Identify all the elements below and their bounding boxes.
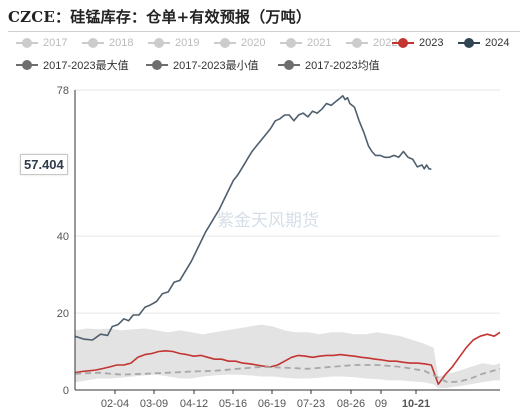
range-band-area <box>75 324 500 389</box>
legend-marker-icon <box>146 59 168 71</box>
x-tick-label: 02-04 <box>101 398 129 410</box>
x-tick-label: 05-16 <box>219 398 247 410</box>
x-tick-label: 07-23 <box>297 398 325 410</box>
legend-item-2018[interactable]: 2018 <box>82 37 133 49</box>
series-line-2017-2023均值 <box>74 364 501 384</box>
y-tick-label: 0 <box>63 385 69 397</box>
x-tick-label: 08-26 <box>337 398 365 410</box>
legend-label: 2017-2023最大值 <box>43 60 129 72</box>
legend-marker-icon <box>278 59 300 71</box>
legend: 2017 2018 2019 2020 2021 2022 2023 2024 2017-202… <box>0 34 528 74</box>
legend-item-2020[interactable]: 2020 <box>214 37 265 49</box>
legend-item-2022[interactable]: 2022 <box>346 37 397 49</box>
x-tick-label: 06-19 <box>258 398 286 410</box>
legend-item-2017[interactable]: 2017 <box>16 37 67 49</box>
range-band-layer <box>75 324 500 389</box>
y-tick-label: 40 <box>57 231 69 243</box>
legend-marker-icon <box>16 37 38 49</box>
title-divider <box>8 31 520 32</box>
legend-marker-icon <box>82 37 104 49</box>
legend-marker-icon <box>346 37 368 49</box>
x-tick-label: 10-21 <box>402 398 430 410</box>
legend-label: 2023 <box>419 37 444 49</box>
axis-pointer-label: 57.404 <box>20 154 68 175</box>
watermark: 紫金天风期货 <box>217 211 319 231</box>
x-tick-label: 03-09 <box>140 398 168 410</box>
x-tick-label: 09 <box>375 398 387 410</box>
legend-label: 2022 <box>373 37 398 49</box>
series-line-2024 <box>74 95 432 341</box>
chart-axes: 0 20 40 78 02-04 03-09 04-12 05-16 06-19 07-23 08-… <box>57 85 500 410</box>
legend-item-2017-2023均值[interactable]: 2017-2023均值 <box>278 57 380 73</box>
legend-item-2023[interactable]: 2023 <box>392 37 443 49</box>
chart-title: CZCE：硅锰库存：仓单+有效预报（万吨） <box>8 8 312 26</box>
legend-label: 2021 <box>307 37 332 49</box>
legend-item-2017-2023最大值[interactable]: 2017-2023最大值 <box>16 57 129 73</box>
legend-marker-icon <box>214 37 236 49</box>
x-tick-label: 04-12 <box>180 398 208 410</box>
legend-label: 2019 <box>175 37 200 49</box>
series-line-2023 <box>74 331 501 385</box>
legend-label: 2017 <box>43 37 68 49</box>
legend-label: 2020 <box>241 37 266 49</box>
legend-marker-icon <box>148 37 170 49</box>
legend-item-2017-2023最小值[interactable]: 2017-2023最小值 <box>146 57 259 73</box>
legend-item-2019[interactable]: 2019 <box>148 37 199 49</box>
legend-label: 2018 <box>109 37 134 49</box>
legend-marker-icon <box>392 37 414 49</box>
legend-label: 2017-2023均值 <box>305 60 380 72</box>
legend-item-2021[interactable]: 2021 <box>280 37 331 49</box>
legend-item-2024[interactable]: 2024 <box>458 37 509 49</box>
legend-label: 2024 <box>485 37 510 49</box>
legend-marker-icon <box>280 37 302 49</box>
legend-marker-icon <box>458 37 480 49</box>
legend-label: 2017-2023最小值 <box>173 60 259 72</box>
y-tick-label: 20 <box>57 308 69 320</box>
series-layer <box>74 95 501 385</box>
legend-marker-icon <box>16 59 38 71</box>
y-tick-label: 78 <box>57 85 69 97</box>
